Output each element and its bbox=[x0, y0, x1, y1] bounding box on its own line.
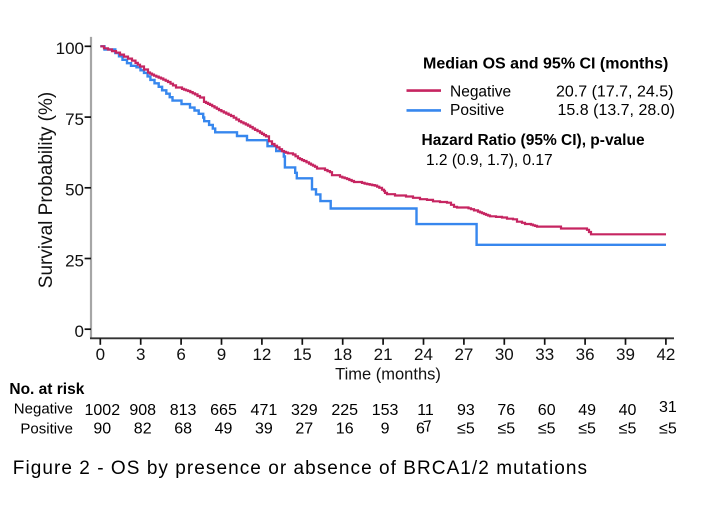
svg-text:0: 0 bbox=[96, 345, 105, 364]
svg-text:Median OS and 95% CI (months): Median OS and 95% CI (months) bbox=[423, 55, 668, 72]
svg-text:471: 471 bbox=[251, 402, 278, 419]
svg-text:Positive: Positive bbox=[20, 420, 73, 437]
svg-text:100: 100 bbox=[56, 39, 84, 58]
svg-text:665: 665 bbox=[210, 402, 237, 419]
svg-text:21: 21 bbox=[374, 345, 393, 364]
svg-text:813: 813 bbox=[170, 402, 197, 419]
svg-text:18: 18 bbox=[333, 345, 352, 364]
svg-text:Negative: Negative bbox=[450, 84, 511, 101]
svg-text:31: 31 bbox=[659, 399, 677, 416]
svg-text:6: 6 bbox=[176, 345, 185, 364]
svg-text:6: 6 bbox=[416, 420, 425, 437]
svg-text:25: 25 bbox=[65, 251, 84, 270]
svg-text:49: 49 bbox=[578, 402, 596, 419]
svg-text:153: 153 bbox=[372, 402, 399, 419]
svg-text:≤5: ≤5 bbox=[578, 420, 596, 437]
svg-text:15: 15 bbox=[293, 345, 312, 364]
svg-text:93: 93 bbox=[457, 402, 475, 419]
svg-text:Hazard Ratio (95% CI), p-value: Hazard Ratio (95% CI), p-value bbox=[422, 132, 645, 149]
svg-text:9: 9 bbox=[381, 420, 390, 437]
svg-text:3: 3 bbox=[136, 345, 145, 364]
svg-text:≤5: ≤5 bbox=[497, 420, 515, 437]
svg-text:1.2 (0.9, 1.7), 0.17: 1.2 (0.9, 1.7), 0.17 bbox=[426, 152, 553, 169]
svg-text:908: 908 bbox=[129, 402, 156, 419]
svg-text:Survival Probability (%): Survival Probability (%) bbox=[36, 92, 57, 288]
svg-text:329: 329 bbox=[291, 402, 318, 419]
svg-text:27: 27 bbox=[454, 345, 473, 364]
svg-text:76: 76 bbox=[497, 402, 515, 419]
svg-text:7: 7 bbox=[422, 418, 433, 436]
svg-text:33: 33 bbox=[535, 345, 554, 364]
svg-text:16: 16 bbox=[336, 420, 354, 437]
svg-text:39: 39 bbox=[616, 345, 635, 364]
svg-text:24: 24 bbox=[414, 345, 433, 364]
svg-text:Figure 2 - OS by presence or a: Figure 2 - OS by presence or absence of … bbox=[13, 458, 588, 479]
svg-text:90: 90 bbox=[93, 420, 111, 437]
svg-text:≤5: ≤5 bbox=[619, 420, 637, 437]
svg-text:11: 11 bbox=[417, 402, 434, 419]
svg-text:39: 39 bbox=[255, 420, 273, 437]
svg-text:Negative: Negative bbox=[14, 401, 73, 418]
svg-text:≤5: ≤5 bbox=[457, 420, 475, 437]
svg-text:60: 60 bbox=[538, 402, 556, 419]
svg-text:12: 12 bbox=[252, 345, 271, 364]
svg-text:50: 50 bbox=[65, 181, 84, 200]
svg-text:9: 9 bbox=[217, 345, 226, 364]
svg-text:0: 0 bbox=[75, 322, 84, 341]
svg-text:Time (months): Time (months) bbox=[335, 366, 441, 384]
svg-text:42: 42 bbox=[656, 345, 675, 364]
svg-text:30: 30 bbox=[495, 345, 514, 364]
svg-text:75: 75 bbox=[65, 110, 84, 129]
svg-text:No. at risk: No. at risk bbox=[9, 381, 84, 398]
svg-text:68: 68 bbox=[174, 420, 192, 437]
svg-text:15.8 (13.7, 28.0): 15.8 (13.7, 28.0) bbox=[558, 102, 675, 119]
svg-text:82: 82 bbox=[134, 420, 152, 437]
svg-text:1002: 1002 bbox=[85, 402, 121, 419]
svg-text:27: 27 bbox=[295, 420, 313, 437]
svg-text:20.7 (17.7, 24.5): 20.7 (17.7, 24.5) bbox=[556, 84, 673, 101]
svg-text:40: 40 bbox=[619, 402, 637, 419]
svg-text:Positive: Positive bbox=[450, 102, 504, 119]
svg-text:49: 49 bbox=[215, 420, 233, 437]
svg-text:225: 225 bbox=[331, 402, 358, 419]
svg-text:36: 36 bbox=[576, 345, 595, 364]
svg-text:≤5: ≤5 bbox=[659, 420, 677, 437]
svg-text:≤5: ≤5 bbox=[538, 420, 556, 437]
